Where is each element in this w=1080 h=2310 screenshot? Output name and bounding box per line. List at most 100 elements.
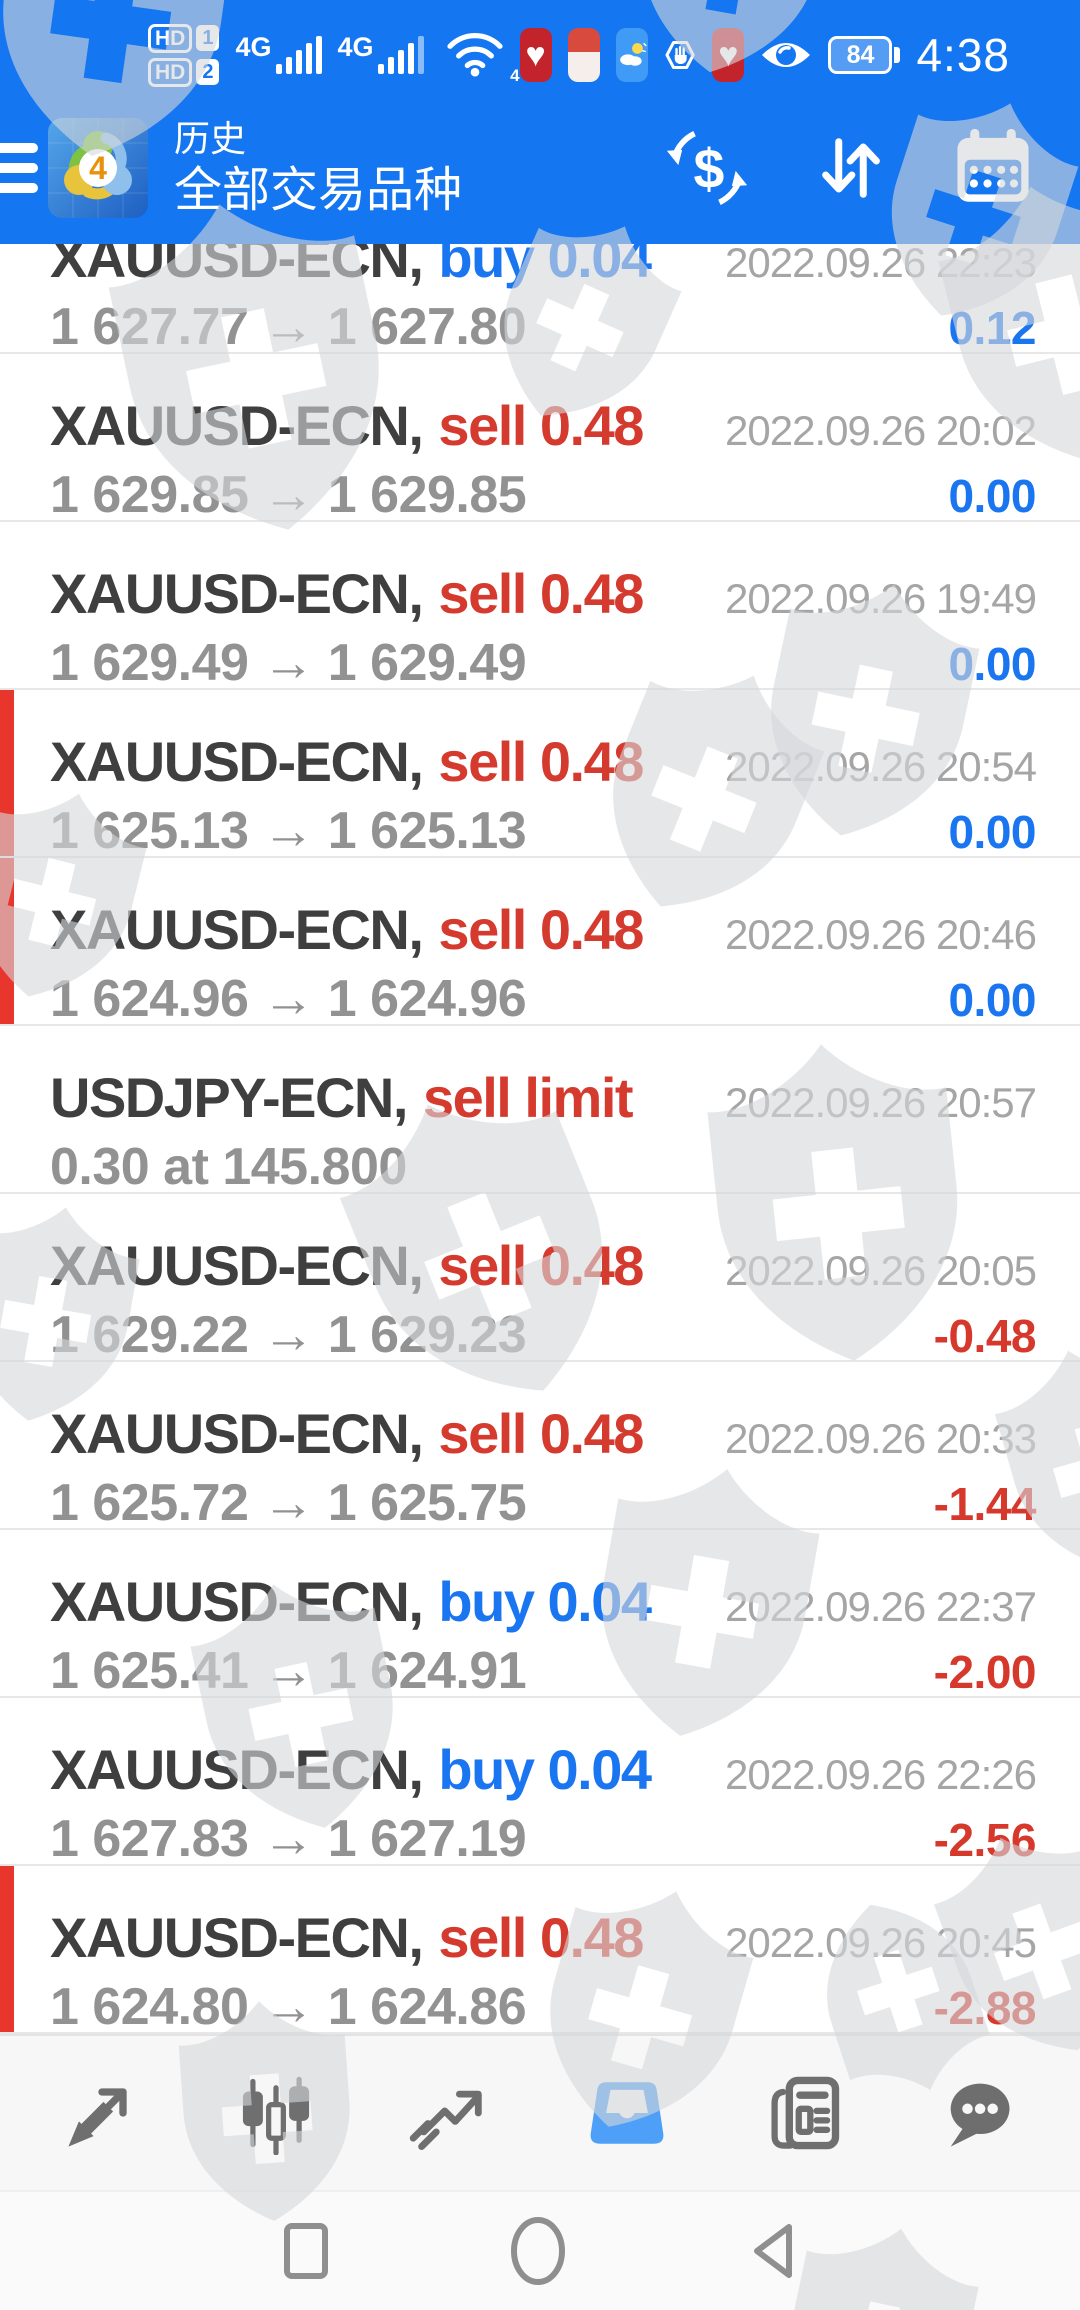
tab-trade[interactable]: [409, 2071, 493, 2155]
trade-datetime: 2022.09.26 20:57: [725, 1079, 1037, 1126]
clock: 4:38: [916, 29, 1010, 81]
android-navigation-bar: [0, 2190, 1080, 2310]
weather-app-notification-icon: [615, 28, 649, 82]
wifi-sub-label: 4: [510, 65, 520, 85]
trade-side: buy 0.04: [438, 1738, 652, 1801]
symbol-filter-label: 全部交易品种: [174, 164, 463, 218]
trade-datetime: 2022.09.26 20:54: [725, 743, 1037, 790]
trade-prices: 1 624.96 → 1 624.96: [50, 970, 527, 1028]
trade-prices: 1 625.41 → 1 624.91: [50, 1642, 527, 1700]
trade-symbol: XAUUSD-ECN,: [50, 1906, 424, 1969]
trade-datetime: 2022.09.26 22:37: [725, 1583, 1037, 1630]
recent-apps-button[interactable]: [283, 2222, 329, 2280]
network-type2-label: 4G: [337, 32, 374, 62]
bottom-toolbar: [0, 2034, 1080, 2190]
cellular-signal-icon: 4G: [235, 32, 322, 74]
balance-operations-button[interactable]: $: [664, 125, 750, 211]
trade-prices: 1 625.72 → 1 625.75: [50, 1474, 527, 1532]
trade-row[interactable]: XAUUSD-ECN, sell 0.48 2022.09.26 20:46 1 62…: [0, 858, 1080, 1028]
trade-prices: 1 627.77 → 1 627.80: [50, 298, 527, 356]
trade-symbol: XAUUSD-ECN,: [50, 1570, 424, 1633]
trade-symbol: XAUUSD-ECN,: [50, 1402, 424, 1465]
trade-symbol: XAUUSD-ECN,: [50, 1738, 424, 1801]
tab-charts[interactable]: [234, 2071, 318, 2155]
trade-profit: 0.12: [948, 302, 1036, 354]
trade-row[interactable]: XAUUSD-ECN, sell 0.48 2022.09.26 20:05 1 62…: [0, 1194, 1080, 1364]
trade-symbol: XAUUSD-ECN,: [50, 1234, 424, 1297]
trade-profit: -2.56: [933, 1814, 1037, 1866]
trade-profit: -0.48: [933, 1310, 1037, 1362]
trade-profit: -2.88: [933, 1982, 1037, 2034]
trade-profit: 0.00: [948, 638, 1036, 690]
trade-symbol: USDJPY-ECN,: [50, 1066, 408, 1129]
trade-datetime: 2022.09.26 20:46: [725, 911, 1037, 958]
trade-side: buy 0.04: [438, 1570, 652, 1633]
trade-row[interactable]: XAUUSD-ECN, sell 0.48 2022.09.26 20:02 1 62…: [0, 354, 1080, 524]
hand-app-notification-icon: [664, 28, 696, 82]
trade-side: sell 0.48: [438, 562, 644, 625]
sort-button[interactable]: [816, 131, 886, 205]
trade-symbol: XAUUSD-ECN,: [50, 394, 424, 457]
loss-accent-bar: [0, 1866, 14, 2032]
trade-prices: 1 629.49 → 1 629.49: [50, 634, 527, 692]
trade-side: sell limit: [422, 1066, 634, 1129]
trade-prices: 1 625.13 → 1 625.13: [50, 802, 527, 860]
calendar-button[interactable]: [952, 126, 1034, 210]
hd2-badge: HD: [148, 57, 193, 87]
trade-symbol: XAUUSD-ECN,: [50, 898, 424, 961]
tab-quotes[interactable]: [60, 2071, 144, 2155]
trade-side: sell 0.48: [438, 1234, 644, 1297]
trade-prices: 1 627.83 → 1 627.19: [50, 1810, 527, 1868]
trade-side: sell 0.48: [438, 1906, 644, 1969]
sim1-badge: 1: [196, 25, 220, 51]
trade-profit: 0.00: [948, 806, 1036, 858]
trade-prices: 1 629.22 → 1 629.23: [50, 1306, 527, 1364]
network-type-label: 4G: [235, 32, 272, 62]
tab-messages[interactable]: [936, 2071, 1020, 2155]
trade-profit: 0.00: [948, 470, 1036, 522]
trade-prices: 0.30 at 145.800: [50, 1138, 407, 1196]
eye-comfort-icon: [762, 43, 811, 67]
trade-row[interactable]: XAUUSD-ECN, sell 0.48 2022.09.26 20:54 1 62…: [0, 690, 1080, 860]
trade-datetime: 2022.09.26 20:45: [725, 1919, 1037, 1966]
menu-button[interactable]: [0, 133, 38, 203]
trade-row[interactable]: XAUUSD-ECN, buy 0.04 2022.09.26 22:23 1 627…: [0, 244, 1080, 356]
trade-datetime: 2022.09.26 19:49: [725, 575, 1037, 622]
trade-symbol: XAUUSD-ECN,: [50, 730, 424, 793]
heart2-app-notification-icon: ♥: [712, 28, 745, 82]
sim2-badge: 2: [196, 59, 220, 85]
heart-app-notification-icon: ♥: [519, 28, 552, 82]
logo-badge-number: 4: [89, 150, 107, 186]
trade-row[interactable]: USDJPY-ECN, sell limit 2022.09.26 20:57 0.3…: [0, 1026, 1080, 1196]
hd1-badge: HD: [148, 23, 193, 53]
gift-app-notification-icon: [567, 28, 600, 82]
trade-profit: -1.44: [933, 1478, 1037, 1530]
trade-side: sell 0.48: [438, 394, 644, 457]
trade-profit: 0.00: [948, 974, 1036, 1026]
tab-history[interactable]: [583, 2069, 671, 2157]
app-header: 4 历史 全部交易品种 $: [0, 92, 1080, 244]
trade-datetime: 2022.09.26 22:23: [725, 244, 1037, 286]
trade-prices: 1 629.85 → 1 629.85: [50, 466, 527, 524]
hd-volte-indicators: HD 1 HD 2: [148, 23, 220, 87]
trade-row[interactable]: XAUUSD-ECN, sell 0.48 2022.09.26 19:49 1 62…: [0, 522, 1080, 692]
wifi-icon: 4: [446, 29, 520, 85]
battery-indicator: 84: [828, 36, 901, 74]
home-button[interactable]: [509, 2215, 567, 2287]
trade-row[interactable]: XAUUSD-ECN, buy 0.04 2022.09.26 22:26 1 627…: [0, 1698, 1080, 1868]
trade-datetime: 2022.09.26 22:26: [725, 1751, 1037, 1798]
status-bar: HD 1 HD 2 4G 4G 4: [0, 0, 1080, 92]
back-button[interactable]: [747, 2221, 797, 2281]
trade-side: sell 0.48: [438, 1402, 644, 1465]
trade-row[interactable]: XAUUSD-ECN, sell 0.48 2022.09.26 20:33 1 62…: [0, 1362, 1080, 1532]
tab-news[interactable]: [762, 2071, 846, 2155]
trade-datetime: 2022.09.26 20:33: [725, 1415, 1037, 1462]
trade-side: sell 0.48: [438, 730, 644, 793]
trade-row[interactable]: XAUUSD-ECN, sell 0.48 2022.09.26 20:45 1 62…: [0, 1866, 1080, 2034]
battery-percent: 84: [846, 40, 875, 69]
loss-accent-bar: [0, 858, 14, 1024]
trade-side: buy 0.04: [438, 244, 652, 289]
trade-row[interactable]: XAUUSD-ECN, buy 0.04 2022.09.26 22:37 1 625…: [0, 1530, 1080, 1700]
trade-side: sell 0.48: [438, 898, 644, 961]
